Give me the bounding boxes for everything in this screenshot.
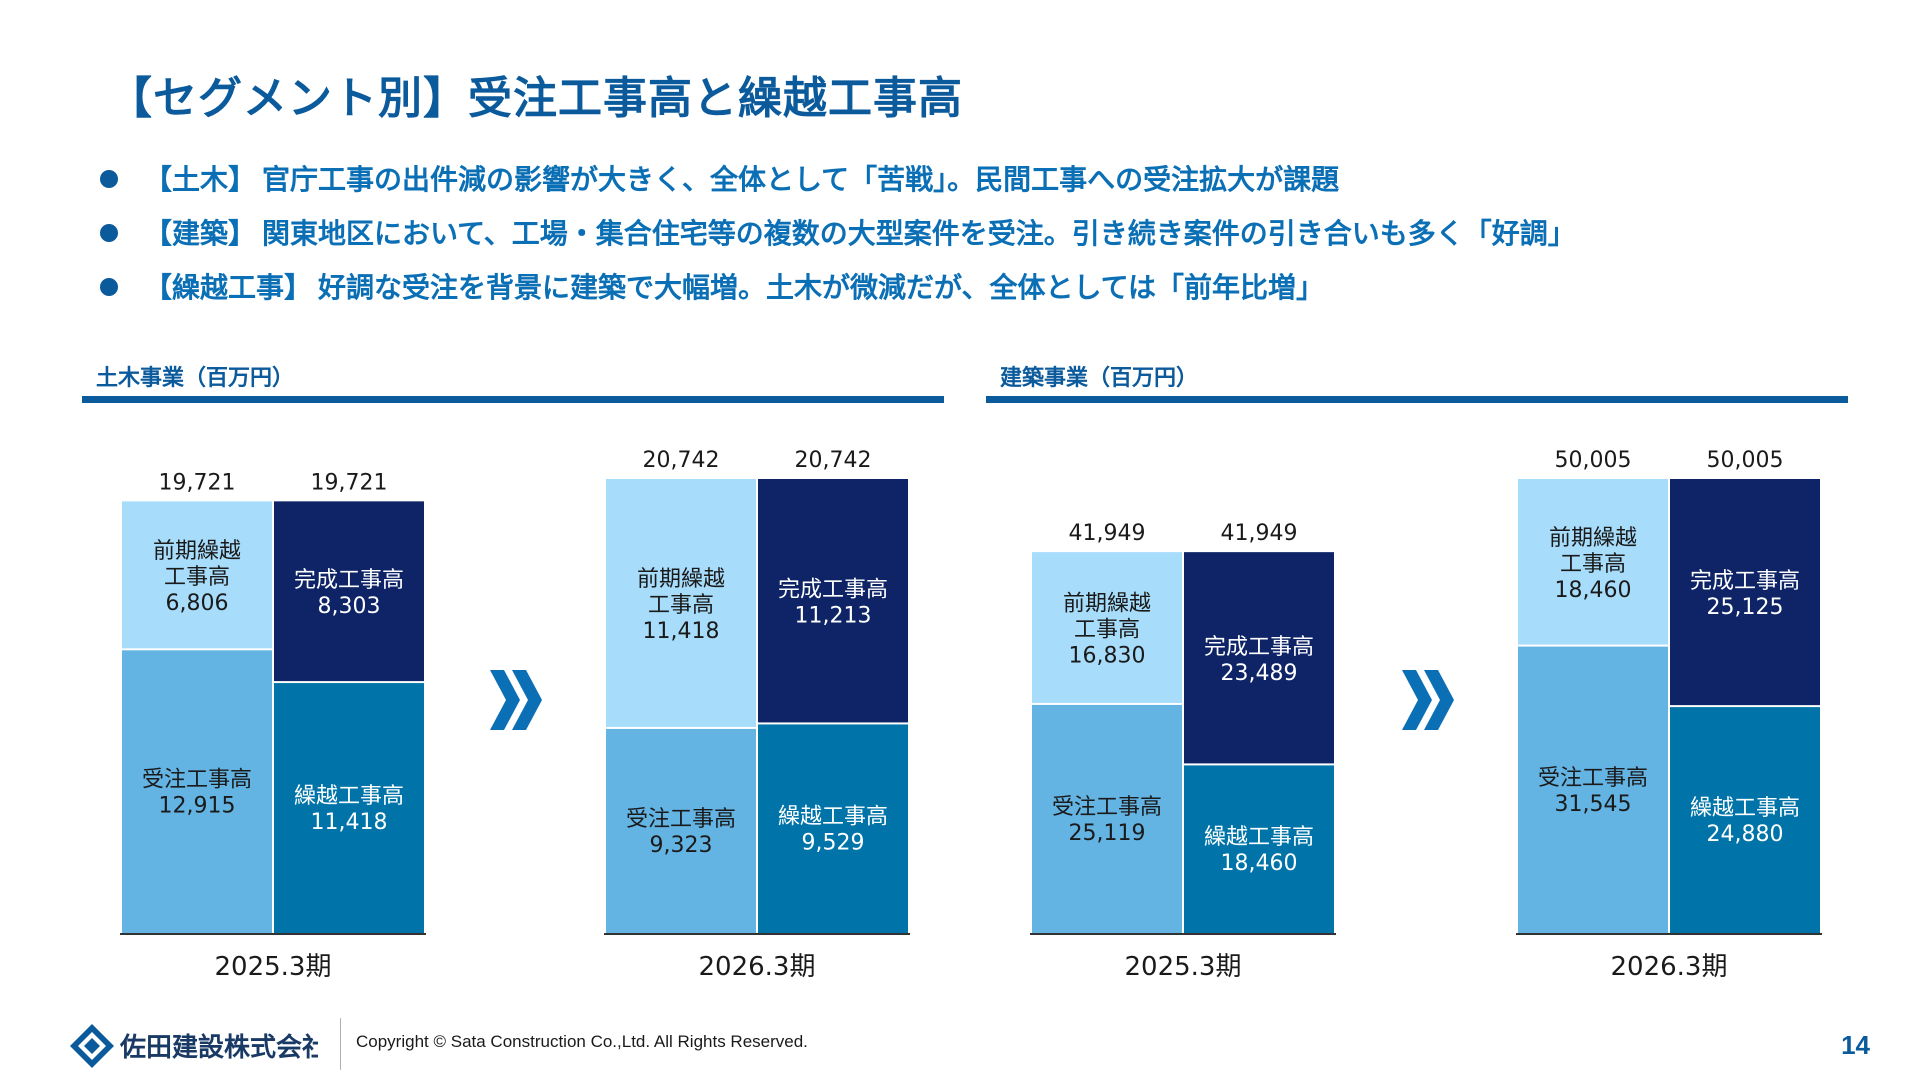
bar-total-label: 20,742 — [795, 448, 872, 473]
segment-rule-civil — [82, 396, 944, 403]
bar-label-civil-left-0: 受注工事高 12,915 — [142, 768, 252, 819]
bar-total-label: 19,721 — [159, 470, 236, 495]
bar-segment-civil-left-1 — [122, 501, 272, 649]
bar-total-label: 41,949 — [1069, 521, 1146, 546]
chevron-right-icon — [1402, 670, 1432, 730]
chevron-right-icon — [490, 670, 520, 730]
page-title: 【セグメント別】受注工事高と繰越工事高 — [108, 73, 963, 124]
logo-mark-icon — [70, 1024, 114, 1068]
bar-segment-building-right-1 — [1670, 479, 1820, 706]
bar-label-civil-left-1: 前期繰越工事高 11,418 — [637, 567, 725, 644]
bullet-tag: 【繰越工事】 — [144, 271, 313, 304]
bullet-dot-icon — [100, 170, 118, 188]
bar-segment-civil-right-1 — [274, 501, 424, 682]
period-label: 2026.3期 — [699, 952, 816, 982]
bullet-line: 【土木】 官庁工事の出件減の影響が大きく、全体として「苦戦」。民間工事への受注拡大… — [144, 158, 1339, 198]
bullet-tag: 【土木】 — [144, 163, 257, 196]
bullet-carryover: 【繰越工事】 好調な受注を背景に建築で大幅増。土木が微減だが、全体としては「前年比… — [100, 266, 1880, 320]
bullet-text: 官庁工事の出件減の影響が大きく、全体として「苦戦」。民間工事への受注拡大が課題 — [262, 163, 1340, 196]
bar-segment-civil-left-0 — [122, 650, 272, 933]
bar-segment-civil-right-1 — [758, 479, 908, 723]
bullet-tag: 【建築】 — [144, 217, 257, 250]
copyright-text: Copyright © Sata Construction Co.,Ltd. A… — [356, 1032, 808, 1051]
footer-divider — [340, 1018, 341, 1070]
company-name: 佐田建設株式会社 — [119, 1032, 318, 1063]
period-label: 2025.3期 — [215, 952, 332, 982]
chevron-right-icon — [1424, 670, 1454, 730]
bullet-line: 【繰越工事】 好調な受注を背景に建築で大幅増。土木が微減だが、全体としては「前年比… — [144, 266, 1324, 306]
bar-label-civil-right-0: 繰越工事高 11,418 — [294, 784, 404, 835]
bullet-text: 関東地区において、工場・集合住宅等の複数の大型案件を受注。引き続き案件の引き合い… — [262, 217, 1576, 250]
bar-segment-building-right-0 — [1670, 707, 1820, 933]
bar-segment-civil-right-0 — [274, 683, 424, 933]
bar-total-label: 41,949 — [1221, 521, 1298, 546]
bullet-text: 好調な受注を背景に建築で大幅増。土木が微減だが、全体としては「前年比増」 — [318, 271, 1325, 304]
bar-label-building-right-0: 繰越工事高 24,880 — [1690, 796, 1800, 847]
chevron-right-icon — [512, 670, 542, 730]
period-label: 2026.3期 — [1611, 952, 1728, 982]
bullet-civil: 【土木】 官庁工事の出件減の影響が大きく、全体として「苦戦」。民間工事への受注拡大… — [100, 158, 1880, 212]
company-logo: 佐田建設株式会社 — [70, 1024, 318, 1068]
segment-rule-building — [986, 396, 1848, 403]
bar-segment-building-left-0 — [1518, 646, 1668, 933]
page-number: 14 — [1841, 1030, 1870, 1060]
bar-label-building-left-1: 前期繰越工事高 18,460 — [1549, 526, 1637, 603]
bar-label-building-left-0: 受注工事高 25,119 — [1052, 795, 1162, 846]
period-label: 2025.3期 — [1125, 952, 1242, 982]
bar-label-building-right-1: 完成工事高 23,489 — [1204, 635, 1314, 686]
bar-segment-building-left-0 — [1032, 704, 1182, 933]
bar-label-civil-right-0: 繰越工事高 9,529 — [778, 805, 888, 856]
bar-segment-building-left-1 — [1032, 552, 1182, 703]
bar-label-civil-left-0: 受注工事高 9,323 — [626, 807, 736, 858]
bar-label-civil-right-1: 完成工事高 11,213 — [778, 578, 888, 629]
bar-segment-building-left-1 — [1518, 479, 1668, 645]
bar-label-building-right-0: 繰越工事高 18,460 — [1204, 825, 1314, 876]
bar-total-label: 19,721 — [311, 470, 388, 495]
bullet-dot-icon — [100, 224, 118, 242]
bar-segment-civil-left-0 — [606, 728, 756, 933]
summary-bullets: 【土木】 官庁工事の出件減の影響が大きく、全体として「苦戦」。民間工事への受注拡大… — [100, 158, 1880, 320]
bar-label-building-right-1: 完成工事高 25,125 — [1690, 569, 1800, 620]
bar-total-label: 50,005 — [1555, 448, 1632, 473]
bar-label-civil-right-1: 完成工事高 8,303 — [294, 568, 404, 619]
bar-segment-building-right-1 — [1184, 552, 1334, 764]
bar-label-civil-left-1: 前期繰越工事高 6,806 — [153, 539, 241, 616]
bar-segment-civil-right-0 — [758, 724, 908, 933]
segment-title-building: 建築事業（百万円） — [1000, 366, 1199, 391]
bar-segment-civil-left-1 — [606, 479, 756, 727]
bullet-dot-icon — [100, 278, 118, 296]
bar-total-label: 50,005 — [1707, 448, 1784, 473]
bar-segment-building-right-0 — [1184, 765, 1334, 933]
bullet-building: 【建築】 関東地区において、工場・集合住宅等の複数の大型案件を受注。引き続き案件の… — [100, 212, 1880, 266]
segment-title-civil: 土木事業（百万円） — [96, 366, 295, 391]
bullet-line: 【建築】 関東地区において、工場・集合住宅等の複数の大型案件を受注。引き続き案件の… — [144, 212, 1576, 252]
bar-total-label: 20,742 — [643, 448, 720, 473]
bar-label-building-left-0: 受注工事高 31,545 — [1538, 766, 1648, 817]
bar-label-building-left-1: 前期繰越工事高 16,830 — [1063, 592, 1151, 669]
